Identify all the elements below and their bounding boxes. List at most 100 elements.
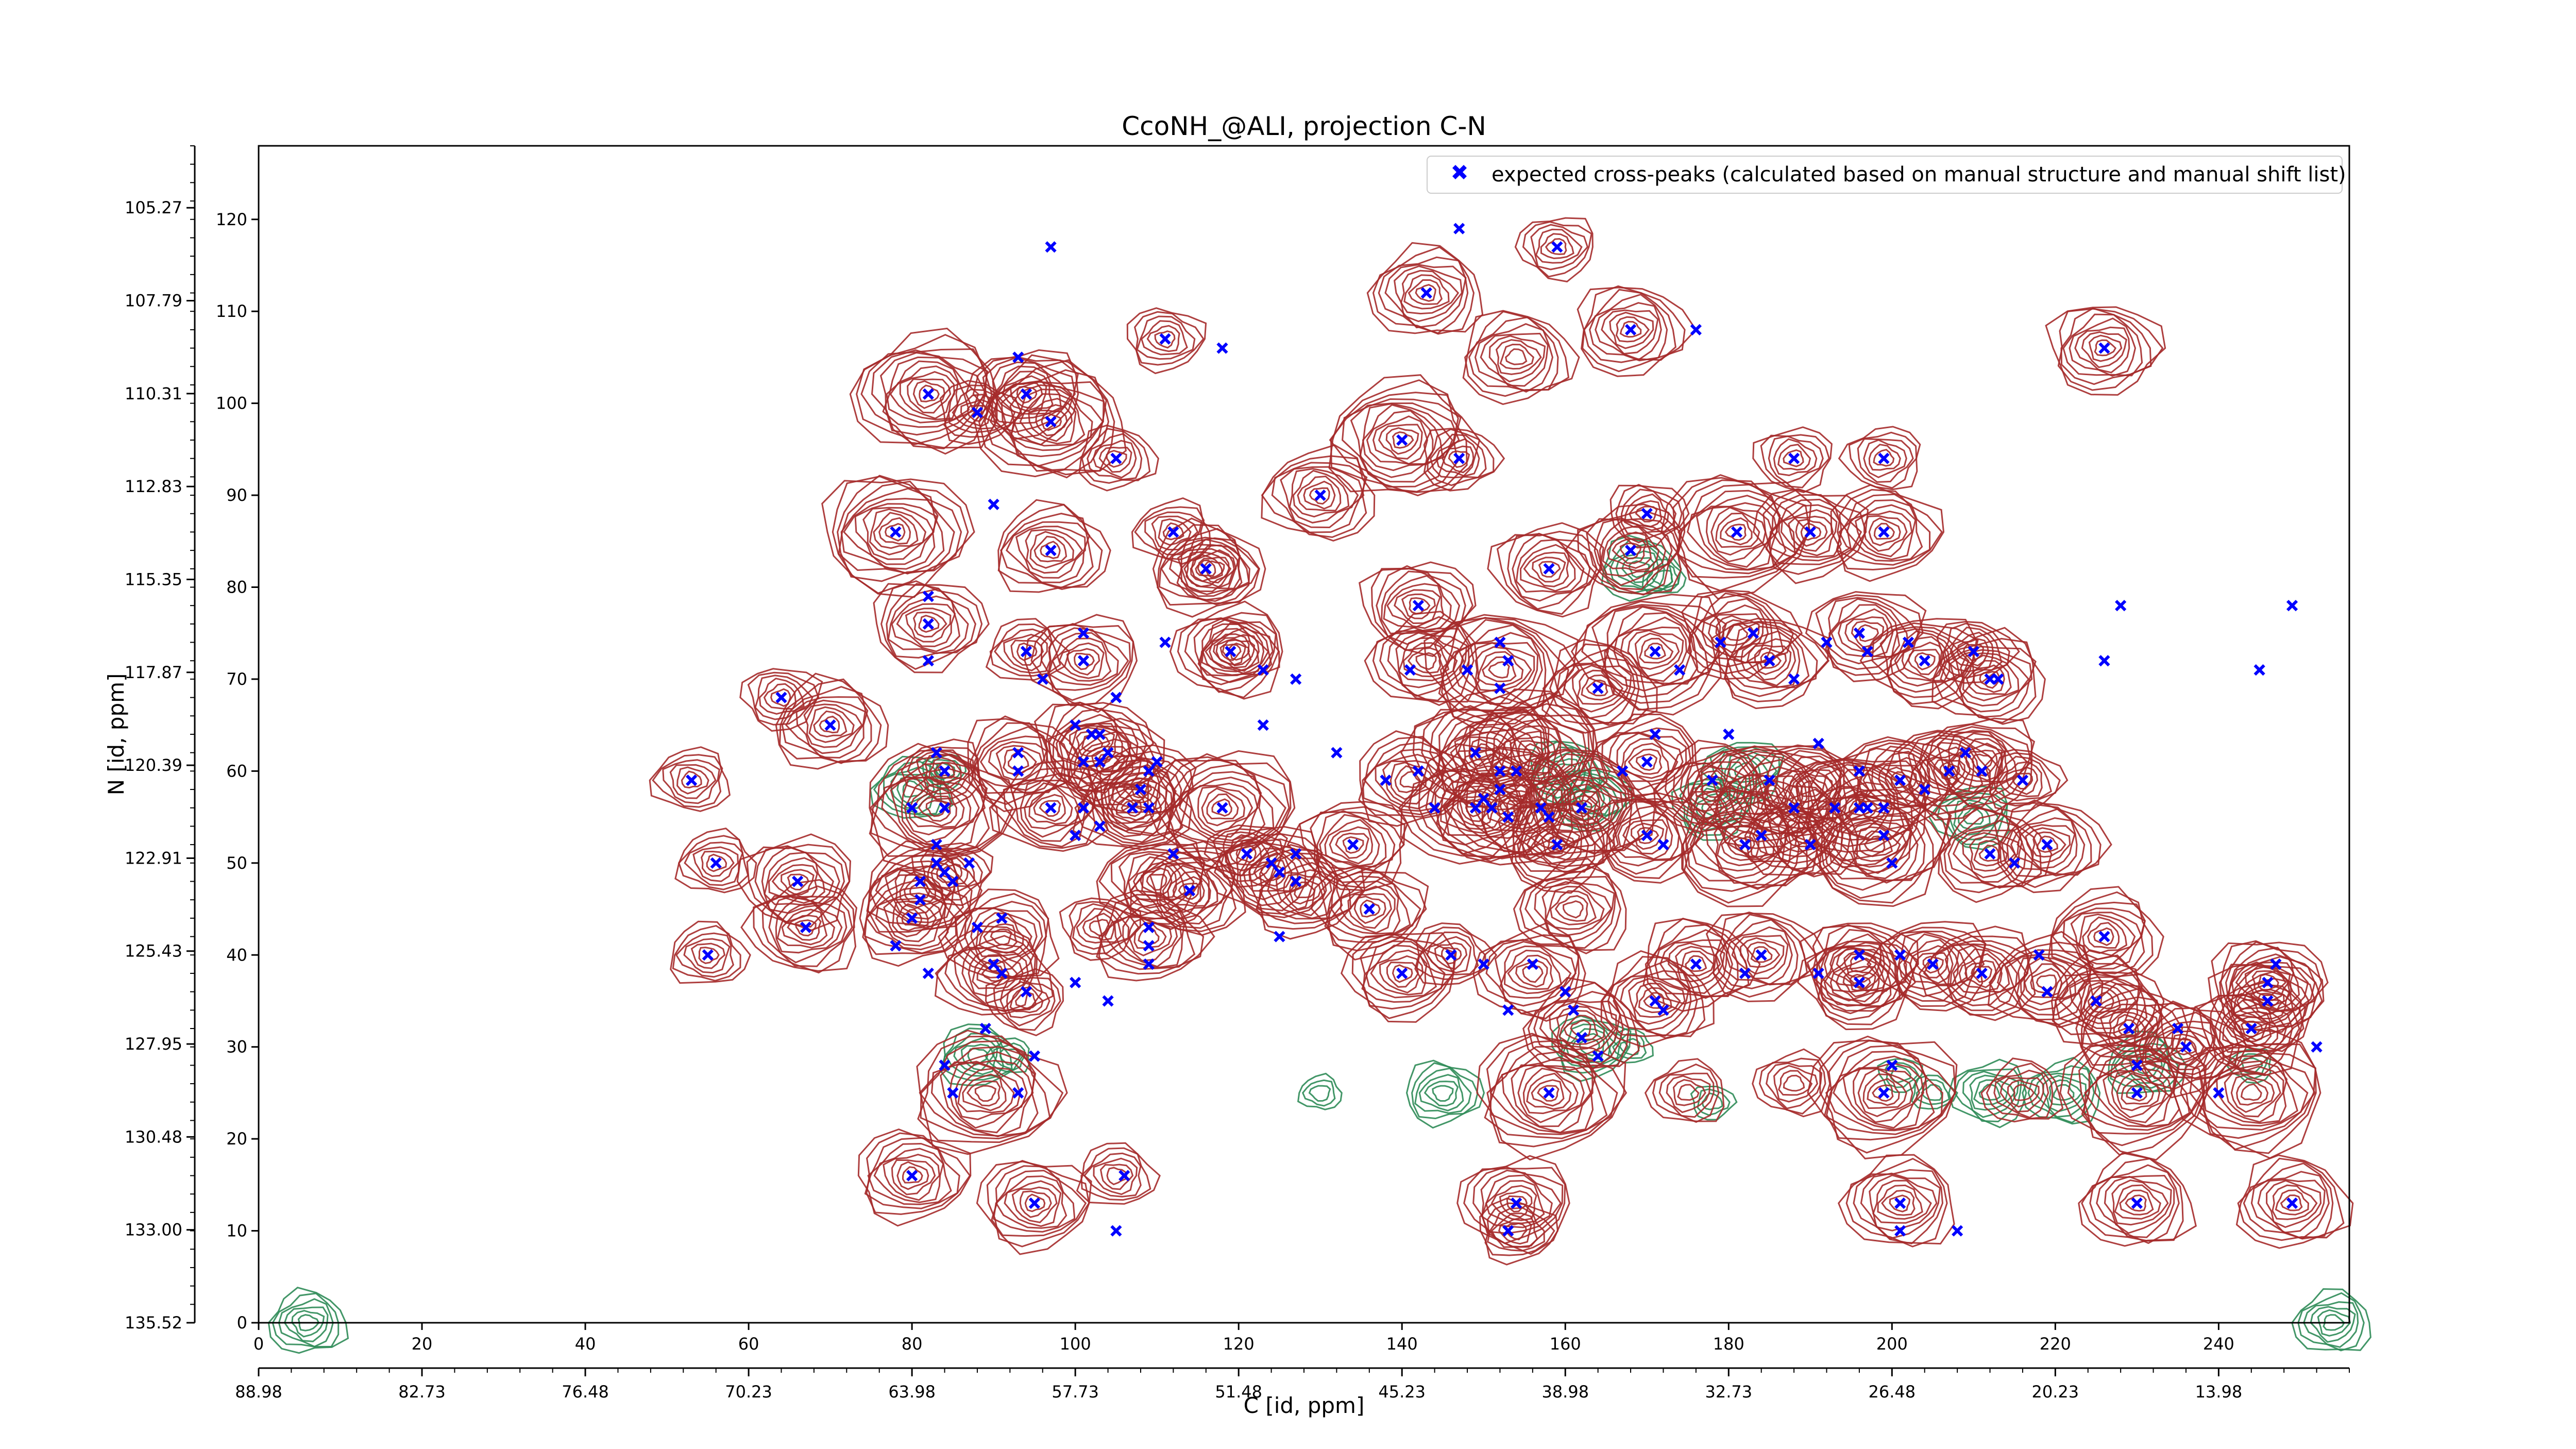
peak-marker <box>1959 747 1972 759</box>
positive-contour-ring <box>2016 824 2076 869</box>
peak-marker <box>1943 765 1955 777</box>
positive-contour-ring <box>1871 622 1979 705</box>
peak-marker <box>1976 967 1988 980</box>
positive-contour-ring <box>2214 992 2293 1063</box>
positive-contour-ring <box>1563 900 1584 919</box>
positive-contour-ring <box>892 900 937 938</box>
positive-contour-ring <box>1408 279 1443 305</box>
positive-contour-ring <box>2266 1180 2322 1228</box>
positive-contour-ring <box>1806 945 1916 1025</box>
positive-contour-ring <box>1121 799 1142 817</box>
negative-contour-ring <box>1565 1028 1613 1064</box>
peak-marker <box>1363 903 1375 915</box>
positive-contour-ring <box>1206 793 1239 820</box>
positive-contour-ring <box>690 942 726 969</box>
x-axis-label: C [id, ppm] <box>1244 1393 1365 1418</box>
positive-contour-ring <box>1994 802 2112 894</box>
peak-marker <box>1674 664 1686 676</box>
positive-contour-ring <box>1620 626 1688 682</box>
positive-contour-ring <box>1820 792 1935 891</box>
positive-contour-ring <box>1601 309 1659 355</box>
peak-marker <box>1649 728 1661 740</box>
peak-marker <box>792 875 804 887</box>
positive-contour-ring <box>1659 939 1728 995</box>
y-ppm-tick-label: 125.43 <box>125 941 182 961</box>
positive-contour-ring <box>676 766 709 795</box>
peak-marker <box>1641 830 1653 841</box>
plot-frame <box>258 145 2350 1324</box>
y-ppm-tick-label: 120.39 <box>125 755 182 775</box>
positive-contour-ring <box>1089 919 1110 937</box>
peak-marker <box>1045 802 1057 814</box>
peak-marker <box>1894 1225 1906 1237</box>
negative-contour-ring <box>1962 1070 2020 1118</box>
positive-contour-ring <box>795 699 866 754</box>
legend-box <box>1427 156 2343 194</box>
peak-marker <box>1690 958 1702 970</box>
positive-contour-ring <box>1011 1186 1058 1223</box>
peak-marker <box>1274 931 1285 942</box>
positive-contour-ring <box>819 715 840 734</box>
positive-contour-ring <box>1922 955 1944 974</box>
positive-contour-ring <box>1225 834 1270 871</box>
positive-contour-ring <box>939 380 1023 445</box>
y-index-tick-label: 50 <box>226 853 247 873</box>
positive-contour-ring <box>1965 749 1998 777</box>
positive-contour-ring <box>813 710 848 738</box>
positive-contour-ring <box>955 901 1047 979</box>
positive-contour-ring <box>2012 772 2033 790</box>
positive-contour-ring <box>2117 1019 2140 1036</box>
positive-contour-ring <box>1879 626 1977 698</box>
positive-contour-ring <box>1033 794 1066 822</box>
positive-contour-ring <box>1619 738 1679 782</box>
positive-contour-ring <box>1415 284 1436 302</box>
peak-marker <box>2253 664 2265 676</box>
positive-contour-ring <box>761 895 853 967</box>
positive-contour-ring <box>1519 864 1622 955</box>
positive-contour-ring <box>2240 1083 2262 1101</box>
positive-contour-ring <box>1289 875 1321 905</box>
positive-contour-ring <box>1612 538 1647 564</box>
negative-contour-ring <box>1607 1028 1654 1064</box>
positive-contour-ring <box>1024 782 1080 830</box>
positive-contour-ring <box>706 853 727 872</box>
positive-contour-ring <box>988 361 1073 425</box>
positive-contour-ring <box>997 503 1103 591</box>
positive-contour-ring <box>1830 484 1945 582</box>
positive-contour-ring <box>1140 867 1173 897</box>
positive-contour-ring <box>1848 822 1908 868</box>
negative-contour-ring <box>1697 1088 1731 1116</box>
positive-contour-ring <box>1456 1155 1570 1255</box>
positive-contour-ring <box>1058 724 1165 806</box>
peak-marker <box>1429 802 1440 814</box>
y-index-tick-label: 30 <box>226 1037 247 1057</box>
positive-contour-ring <box>1024 1193 1046 1212</box>
peak-marker <box>1902 636 1914 648</box>
positive-contour-ring <box>2280 1194 2303 1211</box>
peak-marker <box>2098 655 2110 667</box>
positive-contour-ring <box>1635 753 1658 771</box>
positive-contour-ring <box>736 833 852 931</box>
positive-contour-ring <box>1760 434 1831 488</box>
positive-contour-ring <box>1098 844 1206 925</box>
peak-marker <box>1878 452 1890 464</box>
positive-contour-ring <box>1842 1062 1924 1129</box>
positive-contour-ring <box>860 348 988 450</box>
positive-contour-ring <box>1832 815 1912 880</box>
positive-contour-ring <box>1938 805 2053 903</box>
positive-contour-ring <box>934 925 1054 1016</box>
positive-contour-ring <box>2069 976 2140 1030</box>
positive-contour-ring <box>785 696 869 759</box>
positive-contour-ring <box>1686 495 1781 570</box>
positive-contour-ring <box>1372 415 1429 465</box>
positive-contour-ring <box>2119 1189 2154 1216</box>
positive-contour-ring <box>832 476 969 594</box>
positive-contour-ring <box>1360 936 1455 1010</box>
positive-contour-ring <box>1138 927 1160 945</box>
negative-contour-ring <box>2052 1084 2075 1101</box>
peak-marker <box>1216 802 1228 814</box>
positive-contour-ring <box>991 767 1099 849</box>
positive-contour-ring <box>1319 814 1387 870</box>
peak-marker <box>1886 857 1898 869</box>
positive-contour-ring <box>1672 1079 1706 1106</box>
